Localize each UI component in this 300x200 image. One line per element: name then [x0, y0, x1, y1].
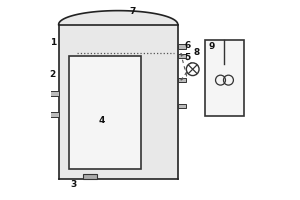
Circle shape	[186, 63, 199, 76]
Text: 5: 5	[184, 53, 191, 62]
Text: 3: 3	[70, 180, 77, 189]
Text: 1: 1	[50, 38, 56, 47]
Bar	[50, 91, 58, 96]
Bar	[58, 25, 178, 179]
Bar	[83, 174, 98, 179]
Polygon shape	[58, 11, 178, 25]
Bar	[178, 104, 186, 108]
Text: 9: 9	[208, 42, 215, 51]
Text: 4: 4	[98, 116, 104, 125]
Bar	[205, 40, 244, 116]
Bar	[69, 56, 141, 169]
Bar	[178, 44, 186, 49]
Text: 8: 8	[194, 48, 200, 57]
Bar	[178, 54, 186, 58]
Text: 7: 7	[129, 7, 135, 16]
Text: 2: 2	[50, 70, 56, 79]
Bar	[178, 78, 186, 82]
Text: 6: 6	[184, 41, 191, 50]
Bar	[50, 112, 58, 117]
